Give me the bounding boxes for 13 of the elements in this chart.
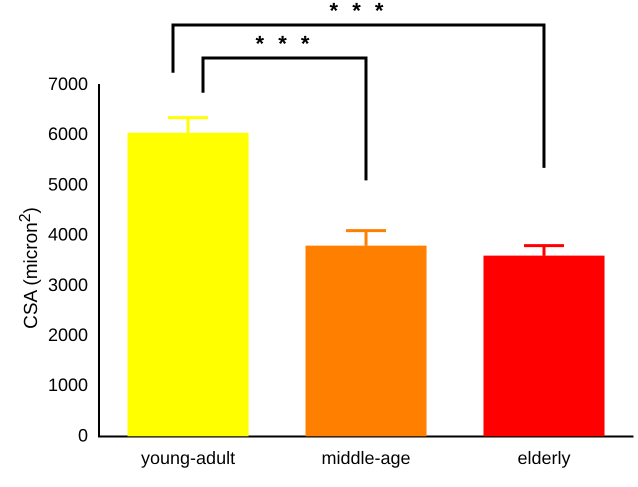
y-tick-label: 5000 bbox=[48, 174, 88, 194]
y-tick-label: 6000 bbox=[48, 124, 88, 144]
y-tick-label: 7000 bbox=[48, 74, 88, 94]
y-tick-label: 1000 bbox=[48, 375, 88, 396]
x-tick-label: middle-age bbox=[321, 448, 411, 468]
text: * * * bbox=[256, 31, 314, 57]
y-tick-label: 4000 bbox=[48, 224, 88, 245]
text: * * * bbox=[330, 0, 388, 24]
y-tick-label: 3000 bbox=[48, 274, 88, 295]
y-tick-label: 0 bbox=[78, 425, 88, 446]
y-tick-label: 2000 bbox=[48, 324, 88, 345]
x-tick-label: young-adult bbox=[140, 448, 236, 468]
x-tick-label: elderly bbox=[517, 448, 571, 468]
